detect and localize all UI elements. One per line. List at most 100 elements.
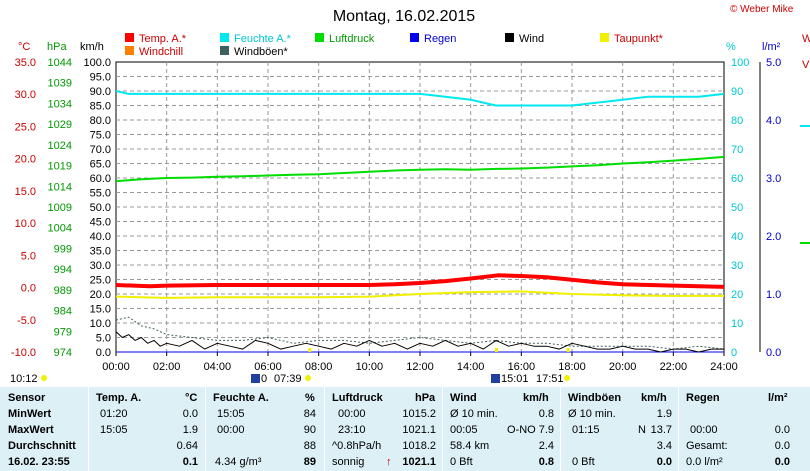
hpa-tick-label: 984 (54, 306, 72, 318)
marker-sunrise-dot (305, 375, 311, 381)
kmh-tick-label: 15.0 (90, 304, 111, 316)
weather-chart: Montag, 16.02.2015 © Weber Mike W V Temp… (10, 4, 810, 385)
percent-tick-label: 20 (731, 289, 743, 301)
header-rain-unit: l/m² (768, 392, 788, 404)
kmh-tick-label: 55.0 (90, 188, 111, 200)
legend-swatch-pressure (315, 33, 324, 42)
header-temp-unit: °C (185, 392, 198, 404)
chart-title: Montag, 16.02.2015 (333, 8, 475, 25)
ticks-hpa: 1044 1039 1034 1029 1024 1019 1014 1009 1004 999 9… (48, 57, 72, 359)
hpa-tick-label: 979 (54, 326, 72, 338)
min-humidity-value: 84 (303, 408, 316, 420)
hpa-tick-label: 1034 (48, 98, 72, 110)
now-rain-rate: 0.0 l/m² (686, 456, 723, 468)
percent-tick-label: 70 (731, 144, 743, 156)
kmh-tick-label: 5.0 (96, 333, 111, 345)
kmh-tick-label: 65.0 (90, 159, 111, 171)
hpa-tick-label: 999 (54, 243, 72, 255)
hpa-tick-label: 1039 (48, 78, 72, 90)
series-line-luftdruck (115, 155, 725, 183)
unit-percent: % (726, 41, 736, 53)
avg-pressure-value: 1018.2 (402, 440, 436, 452)
max-gusts-direction: N (638, 424, 646, 436)
unit-celsius: °C (18, 41, 30, 53)
sunset-icon (491, 374, 500, 383)
hpa-tick-label: 994 (54, 264, 72, 276)
hpa-tick-label: 1029 (48, 119, 72, 131)
legend-label-pressure: Luftdruck (329, 33, 375, 45)
header-wind-unit: km/h (523, 392, 549, 404)
marker-sunset-b: 17:51 (536, 373, 564, 385)
kmh-tick-label: 35.0 (90, 246, 111, 258)
x-tick-label: 00:00 (102, 361, 130, 373)
avg-wind-value: 2.4 (538, 440, 554, 452)
kmh-tick-label: 50.0 (90, 202, 111, 214)
marker-sunset-dot (564, 375, 570, 381)
rain-tick-label: 5.0 (766, 57, 781, 69)
x-tick-label: 20:00 (609, 361, 637, 373)
legend: Temp. A.* Feuchte A.* Luftdruck Regen Wi… (125, 33, 664, 58)
min-temp-time: 01:20 (100, 408, 128, 420)
celsius-tick-label: 0.0 (21, 283, 36, 295)
x-tick-label: 14:00 (457, 361, 485, 373)
x-tick-label: 12:00 (406, 361, 434, 373)
unit-hpa: hPa (47, 41, 67, 53)
avg-pressure-trend: ^0.8hPa/h (332, 440, 382, 452)
avg-rain-value: 0.0 (774, 440, 790, 452)
header-pressure-unit: hPa (415, 392, 436, 404)
kmh-tick-label: 70.0 (90, 144, 111, 156)
kmh-tick-label: 80.0 (90, 115, 111, 127)
series-line-wind (115, 331, 724, 353)
kmh-tick-label: 100.0 (83, 57, 111, 69)
ticks-kmh: 100.0 95.0 90.0 85.0 80.0 75.0 70.0 65.0 60.0 55.… (83, 57, 111, 359)
kmh-tick-label: 40.0 (90, 231, 111, 243)
kmh-tick-label: 10.0 (90, 318, 111, 330)
x-tick-label: 10:00 (356, 361, 384, 373)
legend-label-windchill: Windchill (139, 46, 183, 58)
legend-swatch-wind (505, 33, 514, 42)
legend-label-dewpoint: Taupunkt* (614, 33, 664, 45)
kmh-tick-label: 0.0 (96, 347, 111, 359)
header-sensor: Sensor (8, 392, 46, 404)
now-gusts-bft: 0 Bft (572, 456, 595, 468)
kmh-tick-label: 20.0 (90, 289, 111, 301)
hpa-tick-label: 1019 (48, 161, 72, 173)
right-edge-label-1: W (802, 33, 810, 45)
percent-tick-label: 50 (731, 202, 743, 214)
celsius-tick-label: -5.0 (17, 315, 36, 327)
marker-sunrise-zero: 0 (261, 373, 267, 385)
series-line-feuchte-a (115, 90, 725, 107)
avg-wind-distance: 58.4 km (450, 440, 490, 452)
avg-temp-value: 0.64 (176, 440, 198, 452)
legend-swatch-gusts (220, 46, 229, 55)
min-wind-value: 0.8 (538, 408, 554, 420)
rain-tick-label: 2.0 (766, 231, 781, 243)
legend-label-wind: Wind (519, 33, 544, 45)
percent-tick-label: 0 (731, 347, 737, 359)
now-humidity-value: 89 (303, 456, 316, 468)
x-tick-label: 08:00 (305, 361, 333, 373)
series-line-temp-a (115, 273, 725, 289)
max-pressure-value: 1021.1 (402, 424, 436, 436)
marker-sunset-a: 15:01 (501, 373, 529, 385)
celsius-tick-label: 25.0 (15, 121, 36, 133)
rain-tick-label: 0.0 (766, 347, 781, 359)
min-wind-label: Ø 10 min. (450, 408, 498, 420)
row-now-label: 16.02. 23:55 (8, 456, 70, 468)
now-pressure-trend-arrow: ↑ (386, 456, 392, 468)
percent-tick-label: 80 (731, 115, 743, 127)
legend-swatch-humidity (220, 33, 229, 42)
x-tick-label: 18:00 (558, 361, 586, 373)
hpa-tick-label: 989 (54, 285, 72, 297)
right-edge-label-2: V (802, 59, 810, 71)
legend-label-gusts: Windböen* (234, 46, 289, 58)
legend-swatch-windchill (125, 46, 134, 55)
rain-tick-label: 1.0 (766, 289, 781, 301)
now-rain-value: 0.0 (774, 456, 790, 468)
avg-gusts-value: 3.4 (656, 440, 672, 452)
min-pressure-time: 00:00 (338, 408, 366, 420)
legend-label-temp: Temp. A.* (139, 33, 187, 45)
kmh-tick-label: 45.0 (90, 217, 111, 229)
ticks-rain: 5.0 4.0 3.0 2.0 1.0 0.0 (766, 57, 781, 359)
hpa-tick-label: 1009 (48, 202, 72, 214)
